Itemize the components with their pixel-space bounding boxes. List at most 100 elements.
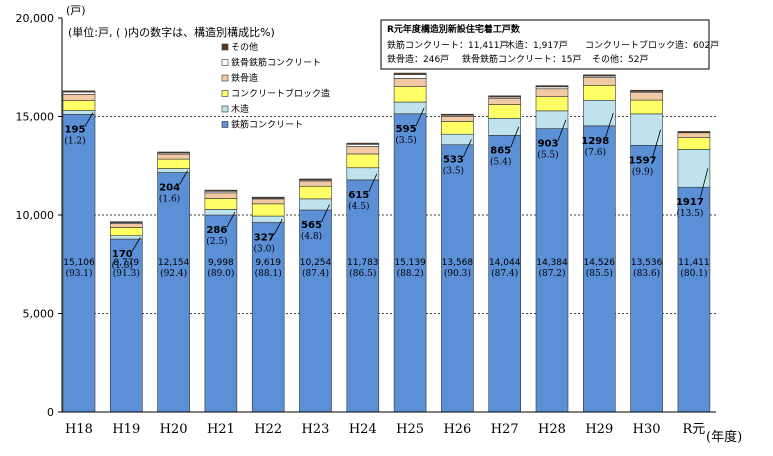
legend-label: 鉄筋コンクリート (231, 119, 303, 131)
bar-segment (62, 100, 96, 111)
value-label: 286 (206, 225, 227, 236)
bar-segment (204, 209, 238, 216)
share-label: (9.9) (632, 166, 653, 177)
x-tick-labels: H18 H19 H20 H21 H22 H23 H24 H25 H26 H27 H28 H29 H30 R… (65, 422, 705, 437)
value-label: 9,619 (255, 258, 281, 268)
bar-segment (630, 89, 663, 92)
bar-segment (62, 90, 96, 93)
bar-segment (346, 144, 380, 147)
leader-line (368, 173, 378, 193)
share-label: (88.1) (255, 268, 282, 279)
share-label: (86.5) (349, 268, 376, 279)
x-tick-label: H30 (633, 422, 661, 437)
bar-segment (535, 85, 569, 88)
value-label: 14,526 (584, 258, 616, 268)
y-tick-label: 15,000 (16, 111, 55, 124)
info-box: R元年度構造別新設住宅着工戸数 鉄筋コンクリート：11,411戸 木造：1,91… (380, 19, 719, 70)
bar-segment (535, 128, 569, 413)
share-label: (87.4) (302, 268, 329, 279)
bar-segment (110, 223, 143, 228)
bar-segment (204, 214, 238, 413)
leader-line (179, 170, 188, 185)
bar-segment (488, 117, 522, 136)
info-line2-steel: 鉄骨造：246戸 (387, 53, 449, 65)
bar-segment (62, 110, 96, 115)
bar-segment (62, 91, 96, 95)
value-label: 15,106 (63, 258, 95, 268)
value-label: 533 (443, 155, 464, 166)
share-label: (80.1) (680, 268, 707, 279)
bar-segment (630, 92, 663, 101)
bar-segment (488, 98, 522, 105)
bar-segment (582, 84, 616, 101)
value-label: 195 (65, 124, 86, 135)
bar-segment (204, 189, 238, 192)
value-label: 10,254 (300, 258, 332, 268)
bar-segment (535, 96, 569, 112)
value-label: 903 (538, 139, 559, 150)
bar-segment (677, 137, 711, 150)
bar-segment (157, 151, 190, 154)
x-tick-label: R元 (683, 422, 706, 437)
share-label: (83.6) (633, 268, 660, 279)
share-label: (1.8) (112, 260, 133, 271)
value-label: 865 (490, 145, 511, 156)
value-label: 13,568 (442, 258, 474, 268)
share-label: (7.6) (585, 147, 606, 158)
leader-line (321, 204, 330, 223)
bar-segment (204, 198, 238, 210)
leader-line (699, 168, 709, 200)
x-tick-label: H20 (160, 422, 188, 437)
y-tick-labels: 0 5,000 10,000 15,000 20,000 (16, 12, 62, 419)
info-line2-other: その他：52戸 (592, 53, 648, 65)
bar-segment (299, 178, 332, 181)
bar-segment (110, 235, 143, 240)
bar-segment (251, 196, 285, 199)
unit-label: (戸) (66, 4, 86, 17)
legend-swatch (221, 59, 229, 66)
bar-segment (677, 132, 711, 138)
value-label: 170 (112, 249, 133, 260)
share-label: (90.3) (444, 268, 471, 279)
bar-segment (251, 215, 285, 223)
x-axis-suffix: (年度) (706, 429, 742, 445)
bar-segment (110, 221, 143, 223)
bar-segment (251, 198, 285, 205)
bar-segment (582, 77, 616, 86)
legend-swatch (221, 43, 229, 51)
bar-segment (488, 135, 522, 413)
share-label: (93.1) (65, 268, 92, 279)
bar-segment (630, 145, 663, 413)
info-box-frame (380, 19, 710, 70)
share-label: (5.4) (490, 156, 511, 167)
share-label: (85.5) (586, 268, 613, 279)
share-label: (5.5) (537, 150, 558, 161)
share-label: (2.5) (206, 236, 227, 247)
value-label: 327 (254, 233, 275, 244)
bar-segment (393, 113, 427, 413)
leader-line (226, 212, 236, 228)
share-label: (4.8) (301, 231, 322, 242)
bar-segment (346, 153, 380, 169)
x-tick-label: H29 (585, 422, 613, 437)
value-label: 565 (301, 220, 322, 231)
value-label: 15,139 (394, 258, 426, 268)
bar-segment (157, 158, 190, 169)
share-label: (3.5) (443, 166, 464, 177)
leader-line (510, 126, 520, 148)
x-tick-label: H18 (65, 422, 93, 437)
legend-label: その他 (231, 41, 258, 53)
bar-segment (441, 113, 474, 116)
value-label: 615 (348, 190, 369, 201)
x-tick-label: H23 (302, 422, 330, 437)
bar-segment (393, 101, 427, 115)
legend-swatch (221, 74, 229, 82)
bar-segment (441, 133, 474, 146)
share-label: (87.4) (491, 268, 518, 279)
leader-line (604, 112, 614, 138)
info-line1-block: コンクリートブロック造：602戸 (585, 39, 719, 51)
value-label: 1597 (629, 155, 657, 166)
bar-segment (110, 227, 143, 237)
bar-segment (346, 146, 380, 155)
